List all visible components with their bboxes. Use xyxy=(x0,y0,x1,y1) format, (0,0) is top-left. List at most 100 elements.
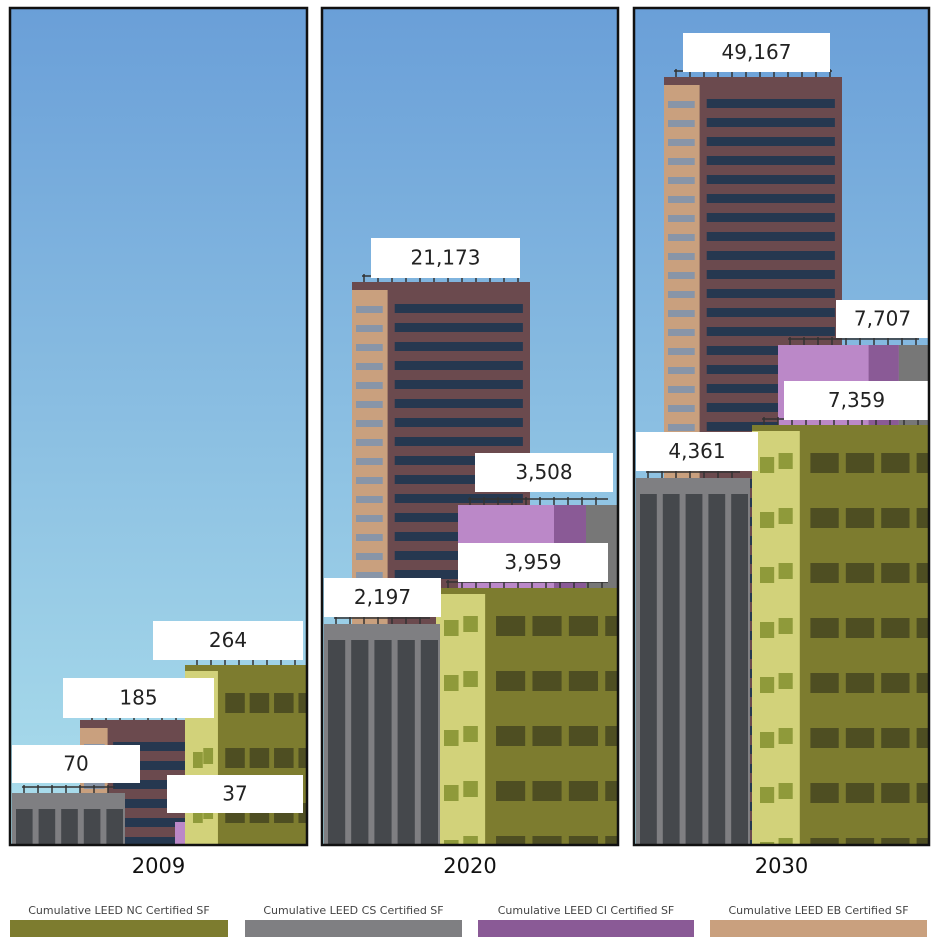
window-side xyxy=(668,215,695,222)
window-strip xyxy=(39,809,56,861)
window-band xyxy=(395,418,523,427)
window-strip xyxy=(16,809,33,861)
legend-swatch xyxy=(245,920,462,937)
window xyxy=(846,783,874,803)
window xyxy=(532,781,561,801)
window-side xyxy=(779,618,793,634)
window xyxy=(881,783,909,803)
window-side xyxy=(668,120,695,127)
window-side xyxy=(668,253,695,260)
window-strip xyxy=(663,494,680,861)
window xyxy=(250,693,270,713)
window xyxy=(846,618,874,638)
window xyxy=(569,781,598,801)
window-band xyxy=(707,270,835,279)
window xyxy=(569,616,598,636)
window xyxy=(846,508,874,528)
window-side xyxy=(193,752,203,768)
window-strip xyxy=(731,494,748,861)
window-side xyxy=(463,616,478,632)
window-strip xyxy=(421,640,438,861)
window-side xyxy=(760,732,774,748)
window-side xyxy=(779,563,793,579)
window xyxy=(917,453,933,473)
window-side xyxy=(668,348,695,355)
window-band xyxy=(395,380,523,389)
window-side xyxy=(668,196,695,203)
window xyxy=(532,726,561,746)
window-side xyxy=(760,512,774,528)
window-side xyxy=(668,139,695,146)
window xyxy=(917,618,933,638)
window-band xyxy=(707,137,835,146)
block-side xyxy=(436,594,485,851)
window-side xyxy=(779,453,793,469)
window xyxy=(846,673,874,693)
value-label: 70 xyxy=(63,752,88,776)
building xyxy=(752,417,933,858)
window-side xyxy=(760,677,774,693)
window-side xyxy=(668,310,695,317)
building xyxy=(12,785,125,861)
window-side xyxy=(463,726,478,742)
window xyxy=(810,728,838,748)
window-side xyxy=(356,420,383,427)
value-label: 264 xyxy=(209,628,247,652)
window-side xyxy=(356,572,383,579)
window-strip xyxy=(708,494,725,861)
window-side xyxy=(356,401,383,408)
window xyxy=(605,726,634,746)
window-strip xyxy=(398,640,415,861)
window-side xyxy=(356,325,383,332)
window-side xyxy=(203,748,213,764)
window-band xyxy=(707,327,835,336)
window-band xyxy=(707,213,835,222)
window-side xyxy=(760,622,774,638)
window xyxy=(225,748,245,768)
window-band xyxy=(707,251,835,260)
window-strip xyxy=(640,494,657,861)
window-band xyxy=(395,437,523,446)
legend-swatch xyxy=(10,920,228,937)
window xyxy=(917,673,933,693)
window-side xyxy=(668,424,695,431)
window-side xyxy=(668,405,695,412)
window-band xyxy=(395,342,523,351)
window-band xyxy=(707,289,835,298)
window-band xyxy=(707,175,835,184)
infographic: 264703718520093,9592,1973,50821,17320207… xyxy=(0,0,933,938)
window-side xyxy=(668,101,695,108)
window xyxy=(810,838,838,858)
window-band xyxy=(707,118,835,127)
value-label: 37 xyxy=(222,782,247,806)
window-side xyxy=(668,158,695,165)
window xyxy=(810,563,838,583)
value-label: 3,508 xyxy=(515,460,572,484)
legend-label: Cumulative LEED EB Certified SF xyxy=(728,904,908,917)
window-strip xyxy=(686,494,703,861)
year-label: 2020 xyxy=(443,854,496,878)
window-strip xyxy=(351,640,368,861)
value-label: 21,173 xyxy=(411,246,481,270)
window-side xyxy=(356,515,383,522)
window-strip xyxy=(84,809,101,861)
legend-label: Cumulative LEED CS Certified SF xyxy=(263,904,443,917)
window-strip xyxy=(328,640,345,861)
window xyxy=(881,563,909,583)
window xyxy=(569,726,598,746)
window-side xyxy=(779,783,793,799)
window xyxy=(881,508,909,528)
window xyxy=(810,673,838,693)
window-band xyxy=(707,308,835,317)
window-side xyxy=(779,508,793,524)
window xyxy=(881,618,909,638)
window xyxy=(917,508,933,528)
window xyxy=(532,671,561,691)
window xyxy=(881,673,909,693)
window-band xyxy=(395,361,523,370)
window-side xyxy=(444,675,459,691)
window-strip xyxy=(106,809,123,861)
window-side xyxy=(668,329,695,336)
